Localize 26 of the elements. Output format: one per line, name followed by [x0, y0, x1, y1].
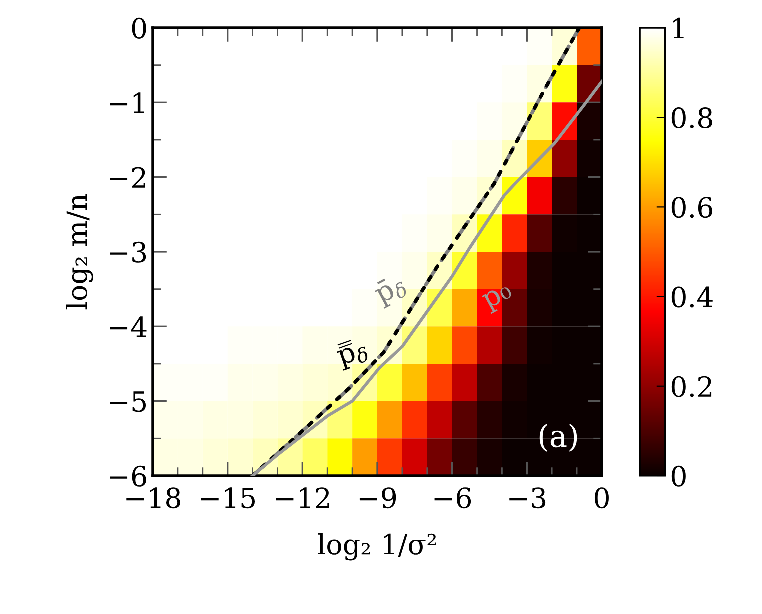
y-tick-label: −5 [110, 392, 146, 412]
x-tick-label: −15 [201, 488, 256, 509]
text: p̿$_{δ}$ [334, 336, 370, 371]
color-bar-label: 0.2 [672, 376, 712, 398]
y-tick-label: −4 [110, 316, 147, 338]
x-tick-label: 0 [594, 488, 609, 509]
text: p̄$_{δ}$ [372, 272, 410, 309]
text: p₀ [482, 282, 516, 314]
color-bar-label: 0.8 [672, 108, 712, 129]
color-bar-label: 0 [672, 466, 686, 487]
x-tick-label: −12 [276, 488, 330, 508]
color-bar-label: 0.4 [672, 286, 713, 308]
annotation: (a) [540, 424, 578, 452]
x-tick-label: −6 [434, 488, 472, 509]
y-axis-title: log₂ m/n [66, 194, 94, 310]
x-axis-title: log₂ 1/σ² [318, 533, 436, 561]
y-tick-label: −2 [110, 167, 146, 188]
x-tick-label: −9 [360, 488, 396, 509]
y-tick-label: −1 [110, 92, 144, 114]
y-tick-label: −3 [110, 242, 146, 263]
color-bar-label: 1 [673, 18, 684, 39]
color-bar-label: 0.6 [672, 197, 713, 218]
y-tick-label: 0 [132, 18, 146, 39]
y-tick-label: −6 [110, 466, 146, 487]
x-tick-label: −3 [510, 488, 546, 509]
x-tick-label: −18 [126, 488, 180, 509]
